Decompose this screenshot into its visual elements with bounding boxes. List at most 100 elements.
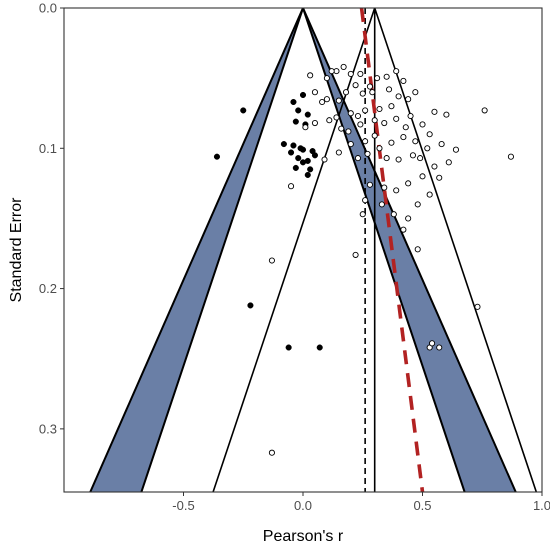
data-point-open: [481, 107, 488, 114]
data-point-open: [507, 153, 514, 160]
data-point-open: [335, 97, 342, 104]
data-point-filled: [288, 149, 295, 156]
data-point-open: [323, 75, 330, 82]
funnel-0-left-edge-0: [140, 8, 304, 492]
data-point-filled: [213, 153, 221, 160]
data-point-open: [366, 181, 373, 188]
y-tick-label: 0.3: [39, 421, 57, 436]
data-point-open: [395, 156, 402, 163]
plot-panel: [89, 8, 538, 492]
data-point-open: [357, 70, 364, 77]
data-point-open: [352, 82, 359, 89]
data-point-open: [385, 86, 393, 93]
data-point-open: [352, 251, 359, 258]
data-point-open: [388, 139, 395, 146]
data-point-open: [412, 89, 419, 96]
data-point-open: [302, 124, 309, 131]
data-point-open: [357, 121, 364, 128]
axes: -0.5 0.0 0.5 1.0 0.0 0.1 0.2 0.3: [39, 1, 550, 514]
data-point-open: [417, 155, 424, 162]
data-point-open: [366, 83, 373, 90]
data-point-open: [424, 145, 431, 152]
data-point-open: [354, 155, 362, 162]
funnel-0-right-edge-0: [302, 8, 466, 492]
data-point-open: [383, 73, 390, 80]
data-point-open: [311, 119, 319, 127]
funnel-1-left-edge: [212, 8, 376, 492]
data-point-open: [438, 141, 445, 148]
data-point-open: [402, 124, 409, 131]
data-point-open: [409, 152, 416, 159]
x-tick-label: 0.5: [413, 498, 431, 513]
data-point-filled: [299, 146, 307, 153]
data-point-open: [376, 145, 383, 152]
data-point-filled: [292, 118, 299, 125]
data-point-open: [395, 93, 402, 100]
data-point-open: [319, 98, 326, 106]
data-point-open: [338, 125, 345, 132]
data-point-open: [287, 183, 295, 190]
data-point-open: [376, 105, 383, 113]
data-point-open: [335, 149, 342, 156]
data-point-filled: [311, 152, 319, 159]
data-point-filled: [304, 111, 311, 118]
data-point-open: [393, 68, 400, 75]
data-point-open: [405, 96, 412, 103]
data-point-filled: [295, 155, 302, 162]
data-point-filled: [307, 166, 314, 173]
funnel-1-right-edge: [373, 8, 538, 492]
data-point-open: [347, 141, 354, 148]
data-point-open: [347, 110, 354, 117]
x-tick-label: -0.5: [172, 498, 194, 513]
data-point-open: [340, 63, 347, 70]
y-tick-label: 0.0: [39, 1, 57, 16]
data-point-open: [383, 155, 390, 162]
data-point-open: [414, 201, 421, 208]
data-point-open: [374, 75, 381, 82]
data-point-filled: [285, 344, 292, 351]
data-point-open: [431, 108, 438, 115]
data-point-open: [369, 89, 376, 96]
data-point-open: [443, 111, 450, 118]
data-point-filled: [304, 171, 311, 178]
data-point-open: [371, 117, 378, 124]
x-axis-title: Pearson's r: [263, 528, 344, 545]
data-point-filled: [295, 107, 302, 114]
data-point-open: [333, 114, 340, 121]
data-point-open: [412, 138, 419, 145]
data-point-open: [342, 89, 350, 96]
data-point-open: [407, 112, 414, 120]
data-point-open: [362, 138, 369, 145]
data-point-filled: [290, 142, 297, 149]
data-point-open: [436, 174, 443, 181]
data-point-filled: [290, 98, 297, 106]
data-point-filled: [280, 141, 287, 148]
data-point-open: [381, 119, 388, 127]
data-point-open: [436, 344, 443, 351]
data-point-open: [371, 132, 378, 139]
data-point-open: [405, 215, 412, 222]
data-point-open: [359, 90, 366, 97]
data-point-open: [321, 156, 328, 163]
y-axis-title: Standard Error: [8, 197, 25, 303]
data-point-open: [426, 191, 433, 198]
data-point-open: [354, 112, 362, 120]
data-point-filled: [292, 164, 299, 171]
data-point-open: [390, 211, 397, 218]
data-point-open: [268, 449, 275, 456]
data-point-open: [400, 226, 407, 233]
data-point-open: [326, 117, 333, 124]
data-point-open: [328, 68, 335, 75]
data-point-open: [419, 121, 426, 128]
y-tick-label: 0.1: [39, 141, 57, 156]
x-tick-label: 1.0: [533, 498, 550, 513]
y-tick-label: 0.2: [39, 281, 57, 296]
data-point-open: [405, 180, 412, 187]
data-point-open: [474, 303, 481, 310]
data-point-open: [400, 77, 407, 85]
data-point-filled: [247, 302, 254, 309]
data-point-open: [414, 246, 421, 253]
data-point-open: [359, 211, 366, 218]
data-point-open: [431, 163, 438, 170]
